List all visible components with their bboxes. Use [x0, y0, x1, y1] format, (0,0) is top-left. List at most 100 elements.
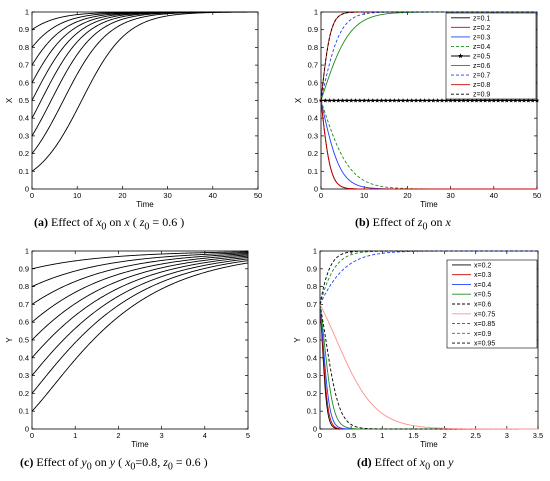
legend-label: x=0.5: [474, 292, 491, 299]
legend-entry: x=0.4: [452, 282, 491, 289]
legend-label: z=0.8: [473, 82, 490, 89]
series-line: [31, 262, 249, 412]
y-tick-label: 0.2: [307, 389, 317, 398]
x-tick-label: 0: [318, 431, 322, 440]
star-marker: [491, 98, 497, 103]
y-tick-label: 0.7: [19, 300, 29, 309]
y-tick-label: 0.9: [308, 25, 318, 34]
series-group-d: [319, 250, 538, 430]
y-tick-label: 0.6: [19, 318, 29, 327]
star-marker: [409, 98, 414, 103]
legend-label: z=0.5: [473, 54, 490, 61]
x-tick-label: 2: [116, 431, 120, 440]
legend-entry: z=0.9: [451, 92, 490, 99]
caption-c: (c) Effect of y0 on y ( x0=0.8, z0 = 0.6…: [20, 455, 208, 473]
legend-label: x=0.6: [474, 302, 491, 309]
caption-a: (a) Effect of x0 on x ( z0 = 0.6 ): [34, 215, 185, 233]
y-tick-label: 0.8: [307, 282, 317, 291]
y-axis-label: Y: [5, 337, 14, 343]
legend-label: z=0.9: [473, 92, 490, 99]
series-group-c: [31, 251, 249, 412]
x-tick-label: 0: [30, 431, 34, 440]
legend-entry: z=0.4: [451, 44, 490, 51]
y-tick-label: 0.7: [308, 61, 318, 70]
legend-entry: z=0.3: [451, 34, 490, 41]
y-tick-label: 0: [25, 425, 29, 434]
series-line: [319, 250, 538, 305]
series-line: [31, 258, 249, 376]
star-marker: [500, 98, 505, 103]
star-marker: [327, 98, 332, 103]
x-tick-label: 4: [203, 431, 207, 440]
y-tick-label: 1: [25, 247, 29, 256]
axes-c: 0 1 2 3 4 5 0 0.1 0.2 0.3 0.4 0.5 0.6 0.7 0.8 0.9 1 Time Y: [5, 247, 250, 450]
y-tick-label: 0.6: [307, 318, 317, 327]
x-tick-label: 0.5: [346, 431, 356, 440]
x-tick-label: 30: [446, 191, 454, 200]
legend-label: z=0.6: [473, 63, 490, 70]
series-line: [320, 100, 537, 190]
legend-entry: z=0.6: [451, 63, 490, 70]
x-tick-label: 10: [360, 191, 368, 200]
y-tick-label: 0.4: [19, 353, 29, 362]
star-marker: [435, 98, 440, 103]
series-line: [320, 100, 537, 190]
series-group-b: [318, 11, 540, 190]
legend-label: x=0.95: [474, 341, 495, 348]
y-tick-label: 0.4: [19, 114, 29, 123]
y-tick-label: 0.9: [19, 264, 29, 273]
legend-d: x=0.2 x=0.3 x=0.4 x=0.5 x=0.6 x=0.75 x=0.85 x=0…: [446, 259, 538, 349]
legend-label: x=0.85: [474, 321, 495, 328]
star-marker: [331, 98, 337, 103]
y-tick-label: 0.1: [19, 167, 29, 176]
star-marker: [521, 98, 527, 103]
y-tick-label: 0.5: [19, 336, 29, 345]
series-line: [31, 253, 249, 305]
y-tick-label: 0.4: [307, 353, 317, 362]
x-tick-label: 10: [73, 191, 81, 200]
series-line: [31, 11, 258, 154]
axes-a: 0 10 20 30 40 50 0 0.1 0.2 0.3 0.4 0.5 0.6 0.7 0.8 0.9 1…: [5, 8, 262, 210]
star-marker: [495, 98, 501, 103]
star-marker: [383, 98, 389, 103]
legend-b: z=0.1 z=0.2 z=0.3 z=0.4 z=0.5 z=0.6 z=0.7 z=0.8…: [445, 12, 537, 100]
legend-entry: x=0.85: [452, 321, 495, 328]
star-marker: [361, 98, 367, 103]
y-axis-label: X: [5, 97, 14, 103]
star-marker: [344, 98, 350, 103]
star-marker: [418, 98, 423, 103]
legend-entry: x=0.75: [452, 311, 495, 318]
star-marker: [353, 98, 358, 103]
legend-box: [446, 259, 538, 349]
legend-label: x=0.4: [474, 282, 491, 289]
x-axis-label: Time: [420, 200, 438, 209]
x-tick-label: 40: [209, 191, 217, 200]
star-marker: [504, 98, 510, 103]
y-tick-label: 0.7: [19, 61, 29, 70]
legend-label: z=0.4: [473, 44, 490, 51]
y-tick-label: 0.2: [19, 149, 29, 158]
axes-d: 0 0.5 1 1.5 2 2.5 3 3.5 0 0.1 0.2 0.3 0.4 0.5 0.6 0.7 0.…: [293, 247, 543, 450]
y-tick-label: 0.6: [19, 78, 29, 87]
star-marker: [461, 98, 466, 103]
caption-d: (d) Effect of x0 on y: [357, 455, 454, 473]
series-line: [31, 254, 249, 323]
star-marker: [526, 98, 531, 103]
y-tick-label: 1: [25, 8, 29, 17]
star-marker: [469, 98, 475, 103]
x-tick-label: 1.5: [408, 431, 418, 440]
legend-entry: x=0.5: [452, 292, 491, 299]
series-line: [320, 11, 537, 101]
y-tick-label: 0.1: [19, 407, 29, 416]
y-tick-label: 0.1: [307, 407, 317, 416]
legend-entry: z=0.5: [451, 53, 490, 61]
star-marker: [456, 98, 462, 103]
y-tick-label: 0.1: [308, 167, 318, 176]
series-line: [319, 304, 538, 430]
x-tick-label: 2.5: [470, 431, 480, 440]
legend-entry: z=0.7: [451, 73, 490, 80]
legend-entry: z=0.1: [451, 15, 490, 22]
star-marker: [366, 98, 371, 103]
caption-b: (b) Effect of z0 on x: [355, 215, 451, 233]
series-line: [31, 260, 249, 394]
